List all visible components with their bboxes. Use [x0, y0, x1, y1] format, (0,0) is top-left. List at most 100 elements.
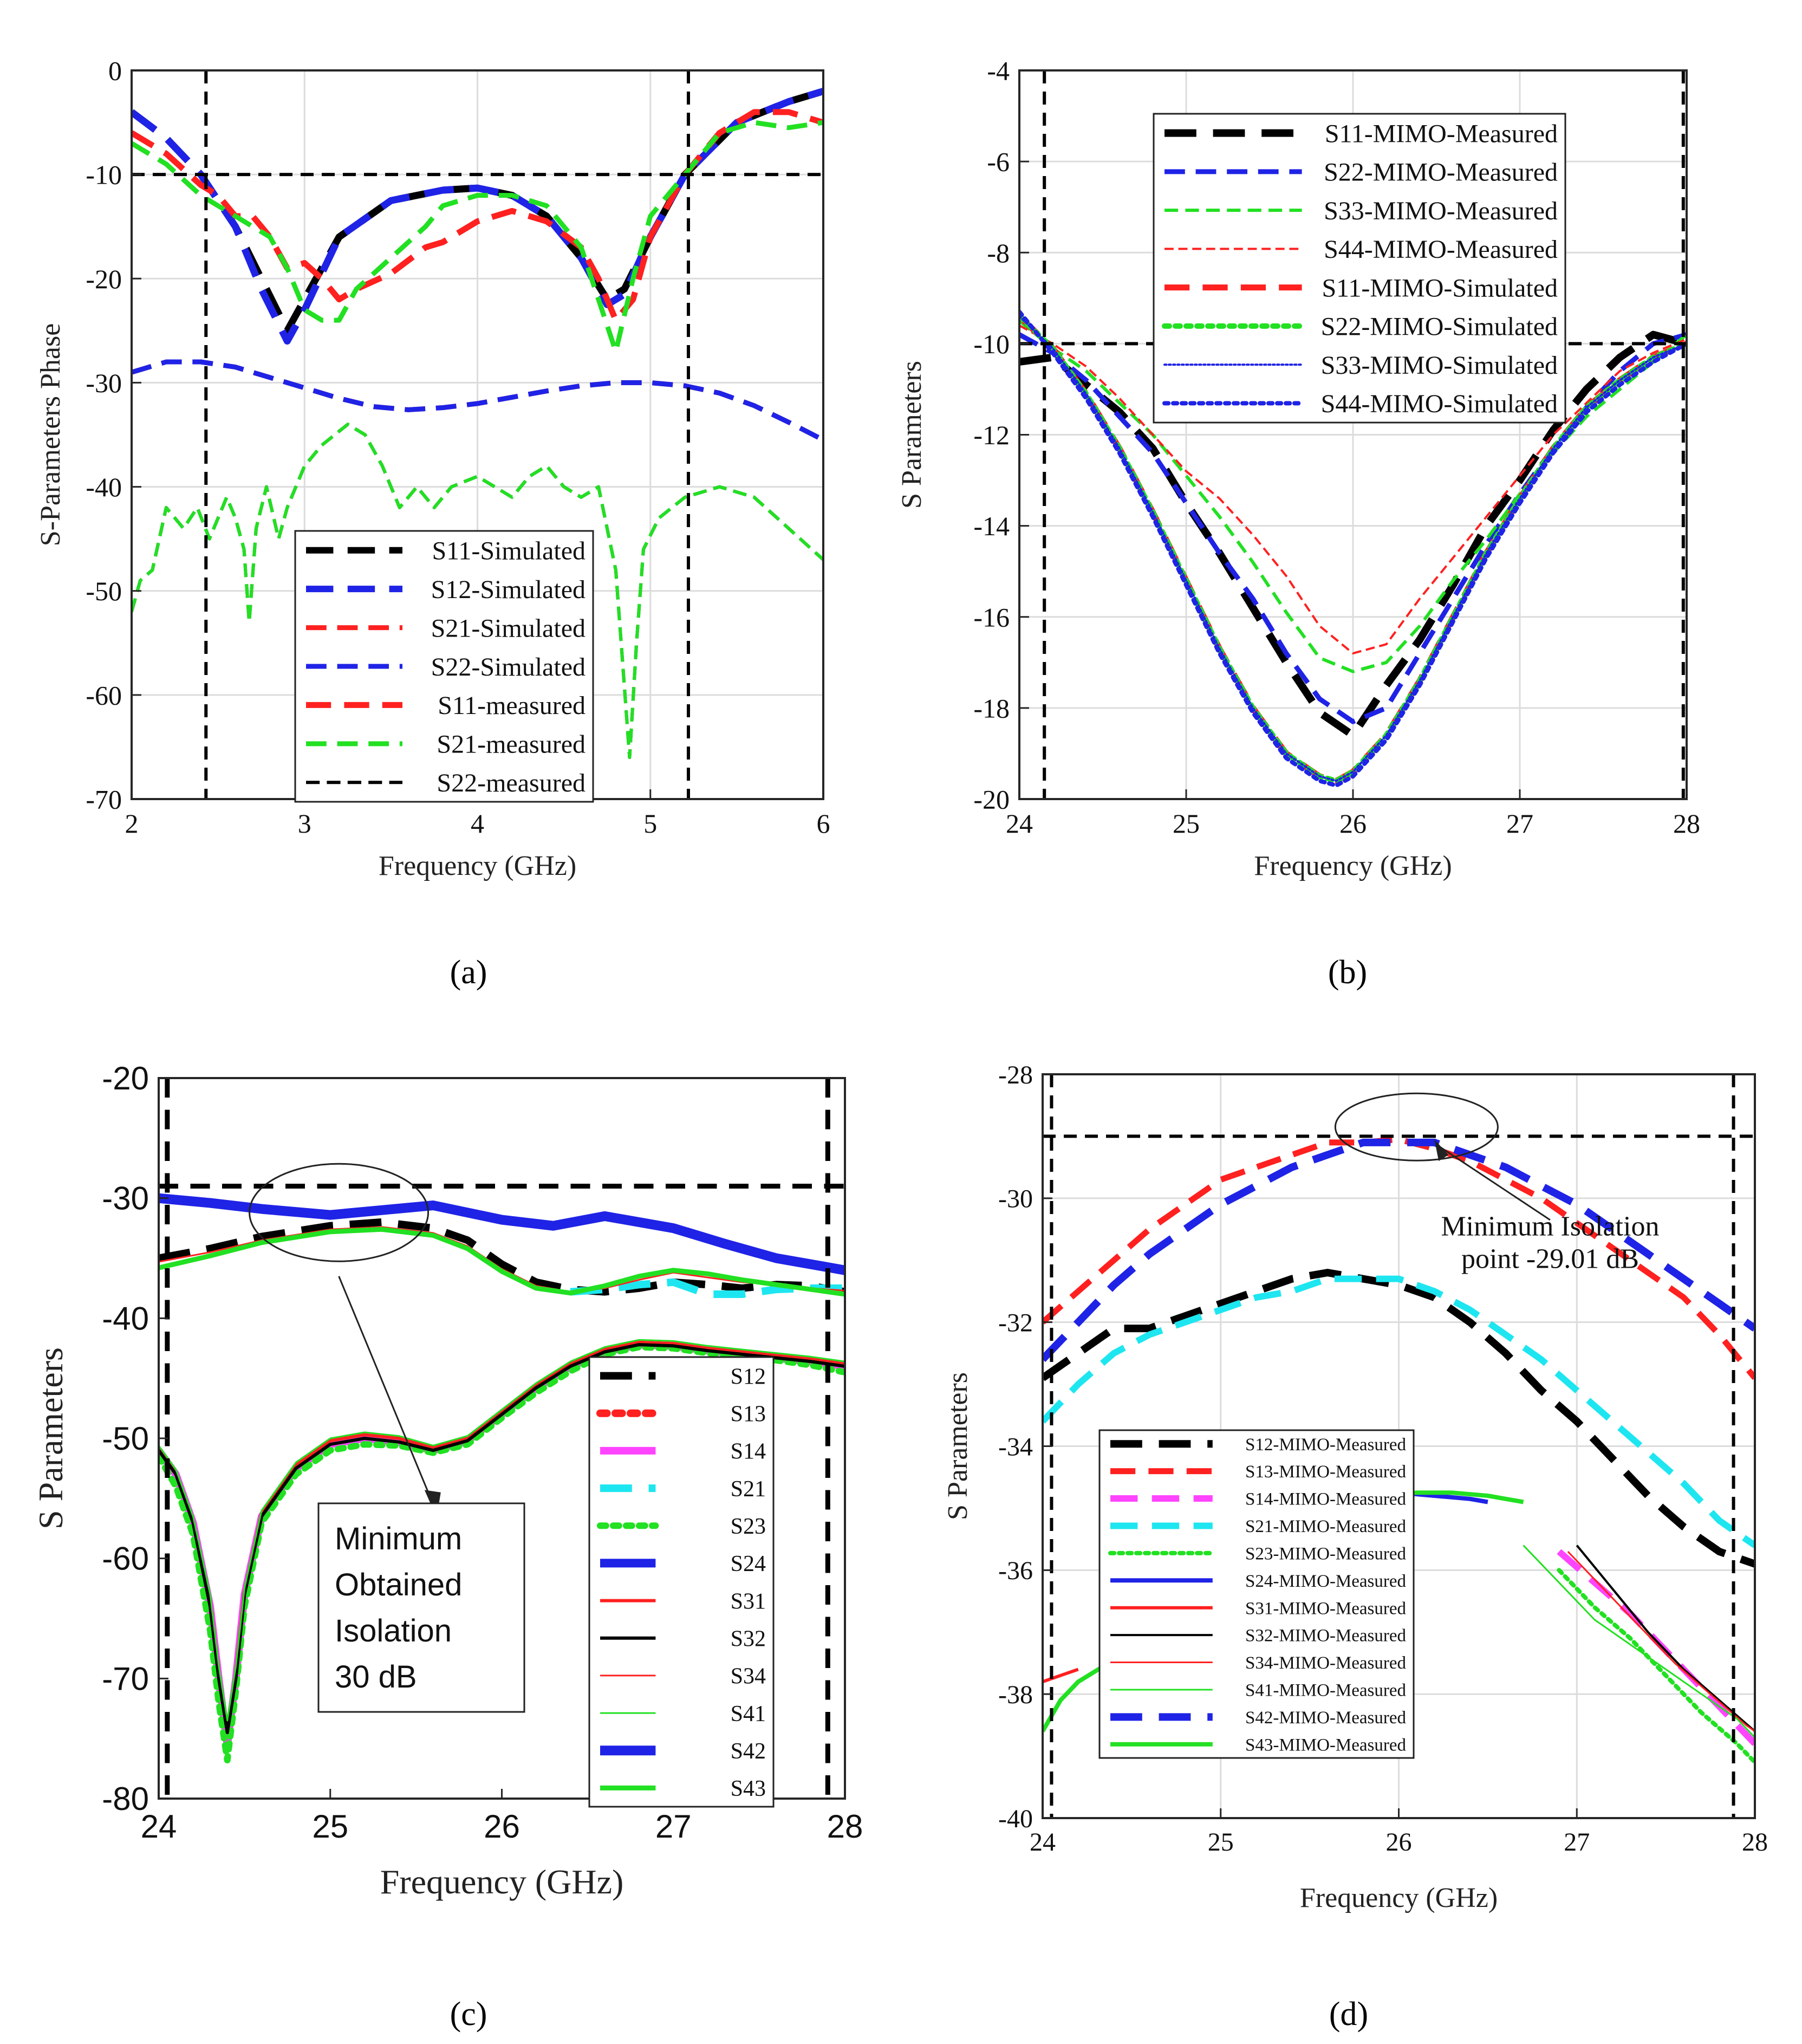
x-tick-label-c-0: 24: [141, 1808, 177, 1845]
x-tick-label-b-1: 25: [1173, 808, 1200, 839]
series-d-s13-mimo-measured: [1043, 1136, 1755, 1380]
series-b-s44-mimo-measured: [1019, 325, 1687, 654]
legend-label-a-s22-measured: S22-measured: [437, 769, 586, 797]
series-group-a: [132, 88, 823, 760]
series-c-s12: [159, 1218, 845, 1296]
y-tick-label-b-3: -10: [973, 329, 1010, 359]
annotation-text-c-1: Obtained: [335, 1567, 462, 1602]
y-tick-label-a-6: -60: [86, 680, 122, 710]
legend-label-b-s11-mimo-simulated: S11-MIMO-Simulated: [1322, 274, 1558, 302]
series-d-s32-mimo-measured: [1576, 1545, 1755, 1732]
legend-label-b-s22-mimo-simulated: S22-MIMO-Simulated: [1321, 313, 1558, 341]
legend-label-d-s21-mimo-measured: S21-MIMO-Measured: [1245, 1517, 1406, 1536]
legend-label-d-s31-mimo-measured: S31-MIMO-Measured: [1245, 1599, 1406, 1618]
series-d-s23-mimo-measured: [1557, 1568, 1755, 1764]
legend-label-c-s31: S31: [731, 1589, 766, 1614]
annotation-text-c-3: 30 dB: [335, 1659, 417, 1695]
legend-label-b-s11-mimo-measured: S11-MIMO-Measured: [1325, 119, 1558, 148]
y-tick-label-a-3: -30: [86, 368, 122, 398]
y-tick-label-c-2: -40: [102, 1300, 149, 1336]
y-tick-label-c-3: -50: [102, 1420, 149, 1457]
series-c-s43: [159, 1227, 845, 1297]
panel-b: 24 25 26 27 28 -4 -6 -8 -10 -12 -14 -16 -18 -20 Freque…: [896, 56, 1700, 882]
x-tick-label-c-3: 27: [655, 1808, 692, 1845]
legend-label-d-s13-mimo-measured: S13-MIMO-Measured: [1245, 1462, 1406, 1482]
y-tick-label-c-4: -60: [102, 1541, 149, 1577]
y-tick-label-d-6: -40: [998, 1805, 1033, 1833]
y-tick-label-a-5: -50: [86, 576, 122, 606]
series-b-s11-mimo-measured: [1019, 330, 1687, 739]
y-tick-label-c-6: -80: [102, 1781, 149, 1817]
x-tick-label-b-3: 27: [1506, 808, 1533, 839]
series-d-s34-mimo-measured: [1567, 1550, 1755, 1732]
legend-label-d-s42-mimo-measured: S42-MIMO-Measured: [1245, 1708, 1406, 1728]
legend-c: S12 S13 S14 S21 S23 S24 S31 S32 S34 S41 S42 S43: [588, 1356, 775, 1808]
series-d-s42-mimo-measured: [1043, 1138, 1755, 1362]
legend-label-a-s22-simulated: S22-Simulated: [431, 653, 586, 682]
legend-label-b-s44-mimo-simulated: S44-MIMO-Simulated: [1321, 390, 1558, 418]
y-tick-label-a-2: -20: [86, 264, 122, 294]
x-axis-label-b: Frequency (GHz): [1254, 851, 1452, 881]
annotation-ellipse-d: [1334, 1092, 1499, 1161]
y-tick-label-d-4: -36: [998, 1556, 1033, 1585]
legend-label-d-s43-mimo-measured: S43-MIMO-Measured: [1245, 1735, 1406, 1755]
series-a-s11-measured: [132, 109, 823, 323]
annotation-text-d-1: point -29.01 dB: [1461, 1243, 1639, 1274]
series-group-b: [1019, 309, 1687, 788]
x-tick-label-d-0: 24: [1030, 1828, 1056, 1857]
caption-d: (d): [1329, 1996, 1368, 2033]
legend-label-c-s42: S42: [731, 1739, 766, 1764]
panel-a: 2 3 4 5 6 0 -10 -20 -30 -40 -50 -60 -70 Frequency (GH…: [35, 56, 830, 882]
legend-label-d-s14-mimo-measured: S14-MIMO-Measured: [1245, 1490, 1406, 1509]
x-tick-label-a-2: 4: [471, 808, 484, 839]
y-tick-label-d-2: -32: [998, 1308, 1033, 1337]
y-tick-label-b-5: -14: [973, 511, 1010, 541]
x-axis-label-c: Frequency (GHz): [380, 1863, 624, 1901]
legend-box-d: [1098, 1429, 1415, 1759]
x-axis-label-a: Frequency (GHz): [379, 851, 576, 881]
legend-label-a-s12-simulated: S12-Simulated: [431, 575, 586, 604]
legend-label-d-s24-mimo-measured: S24-MIMO-Measured: [1245, 1572, 1406, 1591]
annotation-text-d-0: Minimum Isolation: [1441, 1211, 1659, 1242]
legend-label-c-s43: S43: [731, 1776, 766, 1801]
legend-a: S11-Simulated S12-Simulated S21-Simulated S…: [294, 530, 594, 803]
caption-c: (c): [450, 1996, 487, 2033]
series-d-s12-mimo-measured: [1043, 1269, 1755, 1568]
series-a-s21-measured: [132, 120, 823, 354]
y-axis-label-a: S-Parameters Phase: [35, 323, 66, 547]
legend-label-c-s32: S32: [731, 1626, 766, 1651]
series-group-c: [159, 1193, 845, 1764]
x-tick-label-a-3: 5: [643, 808, 657, 839]
series-c-s41: [159, 1339, 845, 1722]
y-tick-label-c-0: -20: [102, 1060, 149, 1096]
y-tick-label-d-5: -38: [998, 1680, 1033, 1709]
series-a-s22-simulated: [132, 359, 823, 443]
y-tick-label-a-7: -70: [86, 784, 122, 815]
x-tick-label-b-4: 28: [1673, 808, 1700, 839]
legend-label-d-s12-mimo-measured: S12-MIMO-Measured: [1245, 1435, 1406, 1455]
series-c-s32: [159, 1343, 845, 1735]
x-tick-label-a-1: 3: [298, 808, 311, 839]
series-c-s23: [159, 1344, 845, 1764]
x-tick-label-c-4: 28: [827, 1808, 863, 1845]
y-tick-label-b-1: -6: [987, 147, 1010, 177]
x-tick-label-a-4: 6: [817, 808, 830, 839]
annotation-arrow-d: [1437, 1145, 1551, 1221]
annotation-ellipse-c: [249, 1163, 430, 1262]
legend-label-c-s34: S34: [731, 1664, 766, 1689]
annotation-text-c-2: Isolation: [335, 1613, 452, 1649]
annotation-arrow-c: [338, 1276, 434, 1505]
x-axis-label-d: Frequency (GHz): [1300, 1883, 1498, 1913]
series-c-s42: [159, 1193, 845, 1275]
legend-b: S11-MIMO-Measured S22-MIMO-Measured S33-MI…: [1153, 113, 1566, 424]
legend-label-d-s23-mimo-measured: S23-MIMO-Measured: [1245, 1544, 1406, 1563]
y-tick-label-b-0: -4: [987, 56, 1010, 86]
legend-label-c-s13: S13: [731, 1401, 766, 1426]
legend-label-a-s21-simulated: S21-Simulated: [431, 614, 586, 643]
y-axis-label-d: S Parameters: [942, 1372, 973, 1520]
legend-label-d-s41-mimo-measured: S41-MIMO-Measured: [1245, 1681, 1406, 1701]
panel-c: 24 25 26 27 28 -20 -30 -40 -50 -60 -70 -80 Frequency…: [31, 1060, 863, 1901]
legend-label-c-s24: S24: [731, 1552, 766, 1576]
y-tick-label-c-1: -30: [102, 1180, 149, 1217]
